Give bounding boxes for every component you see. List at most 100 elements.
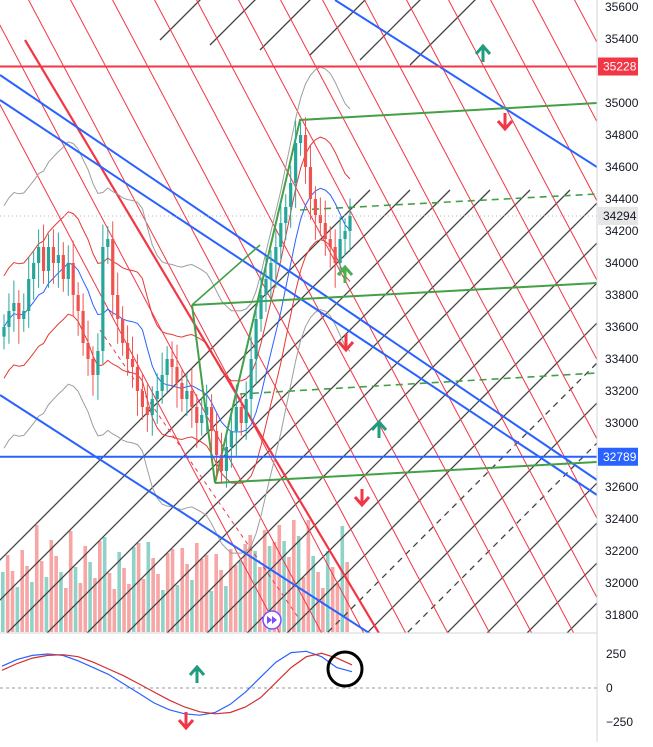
fib-grid-line — [86, 189, 531, 633]
price-badge — [598, 57, 638, 76]
red-fan-line — [112, 0, 449, 633]
candle-body — [348, 215, 352, 231]
candle-body — [51, 247, 56, 263]
price-pane[interactable] — [0, 0, 653, 660]
volume-bar — [20, 550, 24, 632]
arrow-down-icon-head — [353, 496, 371, 508]
red-fan-line — [28, 0, 365, 633]
volume-bar — [98, 541, 102, 632]
volume-bar — [243, 544, 248, 632]
price-badge-label: 34294 — [603, 209, 637, 223]
oscillator-pane[interactable] — [0, 650, 597, 731]
price-tick-label: 34200 — [605, 224, 639, 238]
bb-upper — [3, 136, 351, 382]
candle-body — [76, 295, 80, 311]
volume-bar — [68, 531, 73, 632]
arrow-up-icon-head — [188, 664, 206, 676]
blue-channel-line — [0, 99, 597, 496]
fib-grid-line — [286, 322, 597, 633]
volume-bar — [64, 588, 68, 632]
volume-bar — [321, 588, 325, 632]
volume-bar — [253, 551, 257, 632]
fib-grid-line — [209, 0, 256, 46]
volume-bar — [15, 587, 20, 632]
fast-forward-icon[interactable] — [262, 610, 282, 630]
red-fan-line — [238, 0, 575, 633]
volume-bar — [345, 562, 349, 632]
volume-bar — [190, 580, 194, 632]
candle-body — [333, 247, 337, 263]
candle-body — [121, 319, 125, 343]
candle-body — [308, 167, 313, 199]
oscillator-axis[interactable]: 250 0 −250 — [598, 634, 653, 742]
red-dashed-line — [99, 329, 301, 621]
candle-body — [41, 247, 46, 271]
annotation-circle — [326, 650, 364, 688]
arrow-up-icon — [188, 664, 206, 683]
candle-body — [205, 407, 209, 415]
volume-bar — [54, 556, 58, 632]
volume-bar — [39, 561, 44, 632]
volume-bar — [185, 564, 189, 632]
volume-bar — [267, 546, 272, 632]
candle-body — [145, 407, 149, 415]
candle-body — [175, 367, 179, 383]
fib-grid-line — [486, 522, 597, 633]
candle-body — [269, 263, 273, 279]
fib-grid-line — [526, 562, 597, 633]
red-fan-lines — [0, 0, 597, 633]
candle-body — [61, 255, 65, 279]
candle-body — [27, 279, 31, 311]
candle-body — [180, 383, 184, 399]
arrow-up-icon-head — [336, 264, 354, 276]
candle-body — [2, 327, 6, 337]
red-fan-line — [406, 0, 597, 361]
red-fan-line — [322, 0, 597, 520]
volume-bar — [248, 535, 252, 632]
price-tick-label: 35400 — [605, 32, 639, 46]
price-axis[interactable]: 3560035400352003500034800346003440034200… — [596, 0, 653, 742]
volume-bar — [146, 542, 151, 632]
volume-bar — [141, 579, 146, 632]
candle-body — [298, 135, 303, 143]
arrow-down-icon — [337, 334, 355, 353]
volume-bar — [272, 542, 277, 632]
fib-grid-line — [46, 189, 491, 633]
price-tick-label: 34400 — [605, 192, 639, 206]
volume-bar — [117, 552, 121, 632]
price-tick-label: 32600 — [605, 480, 639, 494]
candle-body — [155, 391, 159, 399]
volume-bar — [30, 582, 34, 632]
arrow-down-icon-head — [177, 719, 195, 731]
volume-bar — [219, 570, 223, 632]
candle-body — [259, 295, 263, 319]
volume-bar — [88, 562, 92, 632]
red-fan-line — [490, 0, 597, 203]
candle-body — [106, 239, 110, 247]
volume-bar — [156, 574, 160, 632]
candle-body — [185, 391, 189, 399]
candle-body — [96, 351, 100, 375]
candle-body — [254, 319, 258, 359]
arrow-up-icon — [336, 264, 354, 283]
fib-grid-line — [366, 402, 597, 633]
red-main-line — [24, 39, 381, 633]
arrow-down-icon — [353, 489, 371, 508]
price-badge — [598, 447, 638, 466]
volume-bar — [282, 541, 286, 632]
price-badge — [598, 206, 638, 225]
price-badge-label: 32789 — [603, 450, 637, 464]
price-tick-label: 35600 — [605, 0, 639, 14]
fib-grid-line — [409, 0, 476, 66]
fib-grid-line — [206, 242, 597, 633]
volume-bar — [340, 526, 345, 632]
candle-body — [338, 239, 342, 263]
candle-body — [303, 135, 308, 167]
price-tick-label: 31800 — [605, 608, 639, 622]
red-fan-line — [70, 0, 407, 633]
pitchfork-line — [191, 304, 216, 484]
candle-body — [86, 343, 90, 359]
arrow-up-icon — [474, 43, 492, 62]
fib-grid-lines — [0, 0, 597, 633]
